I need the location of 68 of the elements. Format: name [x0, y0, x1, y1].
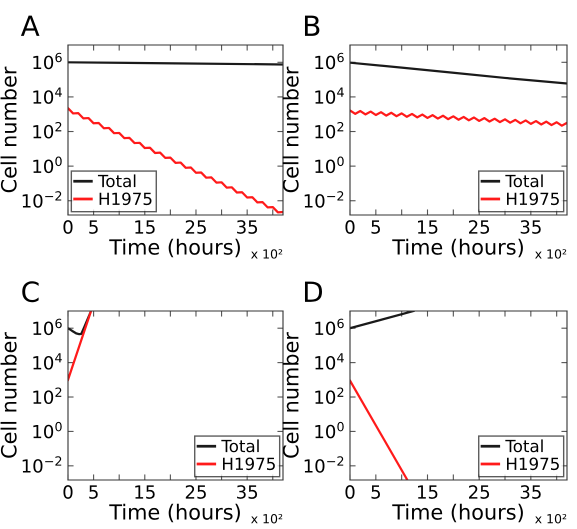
x-tick-label: 25 [469, 220, 490, 234]
x-tick-label: 5 [89, 485, 98, 499]
x-axis-title: Time (hours) [109, 504, 240, 522]
x-axis-title: Time (hours) [109, 238, 240, 258]
y-tick-label: 10$^{6}$ [315, 318, 344, 336]
x-tick-label: 35 [237, 220, 258, 234]
y-tick-label: 10$^{−2}$ [304, 456, 344, 473]
legend-label: H1975 [100, 192, 152, 206]
y-tick-label: 10$^{4}$ [33, 88, 62, 104]
y-tick-label: 10$^{4}$ [315, 88, 344, 104]
legend-label: Total [505, 174, 543, 188]
y-tick-label: 10$^{4}$ [315, 353, 344, 370]
y-tick-label: 10$^{6}$ [315, 52, 344, 70]
line-series [350, 62, 567, 85]
x-tick-label: 15 [418, 220, 438, 234]
x-tick-label: 35 [237, 485, 258, 499]
y-tick-label: 10$^{0}$ [315, 156, 344, 174]
y-axis-title: Cell number [0, 66, 17, 192]
line-series [68, 311, 92, 336]
y-tick-label: 10$^{2}$ [315, 387, 344, 404]
chart-title: B [304, 16, 320, 36]
legend-label: H1975 [507, 192, 559, 206]
x-tick-label: 15 [418, 485, 438, 499]
x-tick-label: 35 [520, 220, 541, 234]
line-series [68, 107, 283, 214]
y-tick-label: 10$^{−2}$ [304, 191, 344, 208]
x-tick-label: 25 [186, 485, 206, 499]
x-tick-label: 25 [186, 220, 206, 234]
y-tick-label: 10$^{0}$ [315, 422, 344, 438]
legend-label: H1975 [223, 457, 275, 470]
y-tick-label: 10$^{2}$ [33, 387, 62, 404]
chart-title: A [20, 16, 40, 36]
text: x 10² [251, 514, 282, 524]
y-axis-title: Cell number [0, 332, 17, 458]
x-tick-label: 0 [345, 485, 355, 499]
legend-label: Total [98, 174, 136, 188]
x-tick-label: 0 [63, 220, 73, 234]
line-series [350, 109, 567, 127]
x-tick-label: 15 [135, 485, 155, 499]
y-tick-label: 10$^{6}$ [33, 52, 62, 70]
legend-label: Total [505, 439, 543, 452]
x-axis-title: Time (hours) [392, 504, 523, 522]
y-tick-label: 10$^{2}$ [315, 122, 344, 138]
y-tick-label: 10$^{4}$ [33, 353, 62, 370]
y-axis-title: Cell number [282, 332, 299, 458]
y-tick-label: 10$^{−2}$ [22, 191, 62, 208]
y-axis-title: Cell number [282, 66, 299, 192]
chart-title: C [22, 281, 39, 302]
text: x 10² [535, 514, 566, 524]
chart-title: D [304, 282, 322, 302]
x-tick-label: 5 [371, 485, 380, 499]
x-tick-label: 5 [371, 220, 380, 234]
x-tick-label: 0 [63, 485, 73, 499]
text: x 10² [535, 249, 566, 259]
legend-label: Total [221, 439, 259, 452]
y-tick-label: 10$^{6}$ [33, 318, 62, 336]
x-tick-label: 0 [345, 220, 355, 234]
y-tick-label: 10$^{2}$ [33, 122, 62, 138]
x-tick-label: 15 [135, 220, 155, 234]
x-tick-label: 35 [520, 485, 541, 499]
x-tick-label: 25 [469, 485, 490, 499]
y-tick-label: 10$^{0}$ [33, 156, 62, 174]
x-axis-title: Time (hours) [392, 238, 523, 258]
y-tick-label: 10$^{0}$ [33, 422, 62, 438]
x-tick-label: 5 [89, 220, 98, 234]
legend-label: H1975 [507, 457, 559, 470]
y-tick-label: 10$^{−2}$ [22, 456, 62, 473]
text: x 10² [251, 249, 282, 259]
